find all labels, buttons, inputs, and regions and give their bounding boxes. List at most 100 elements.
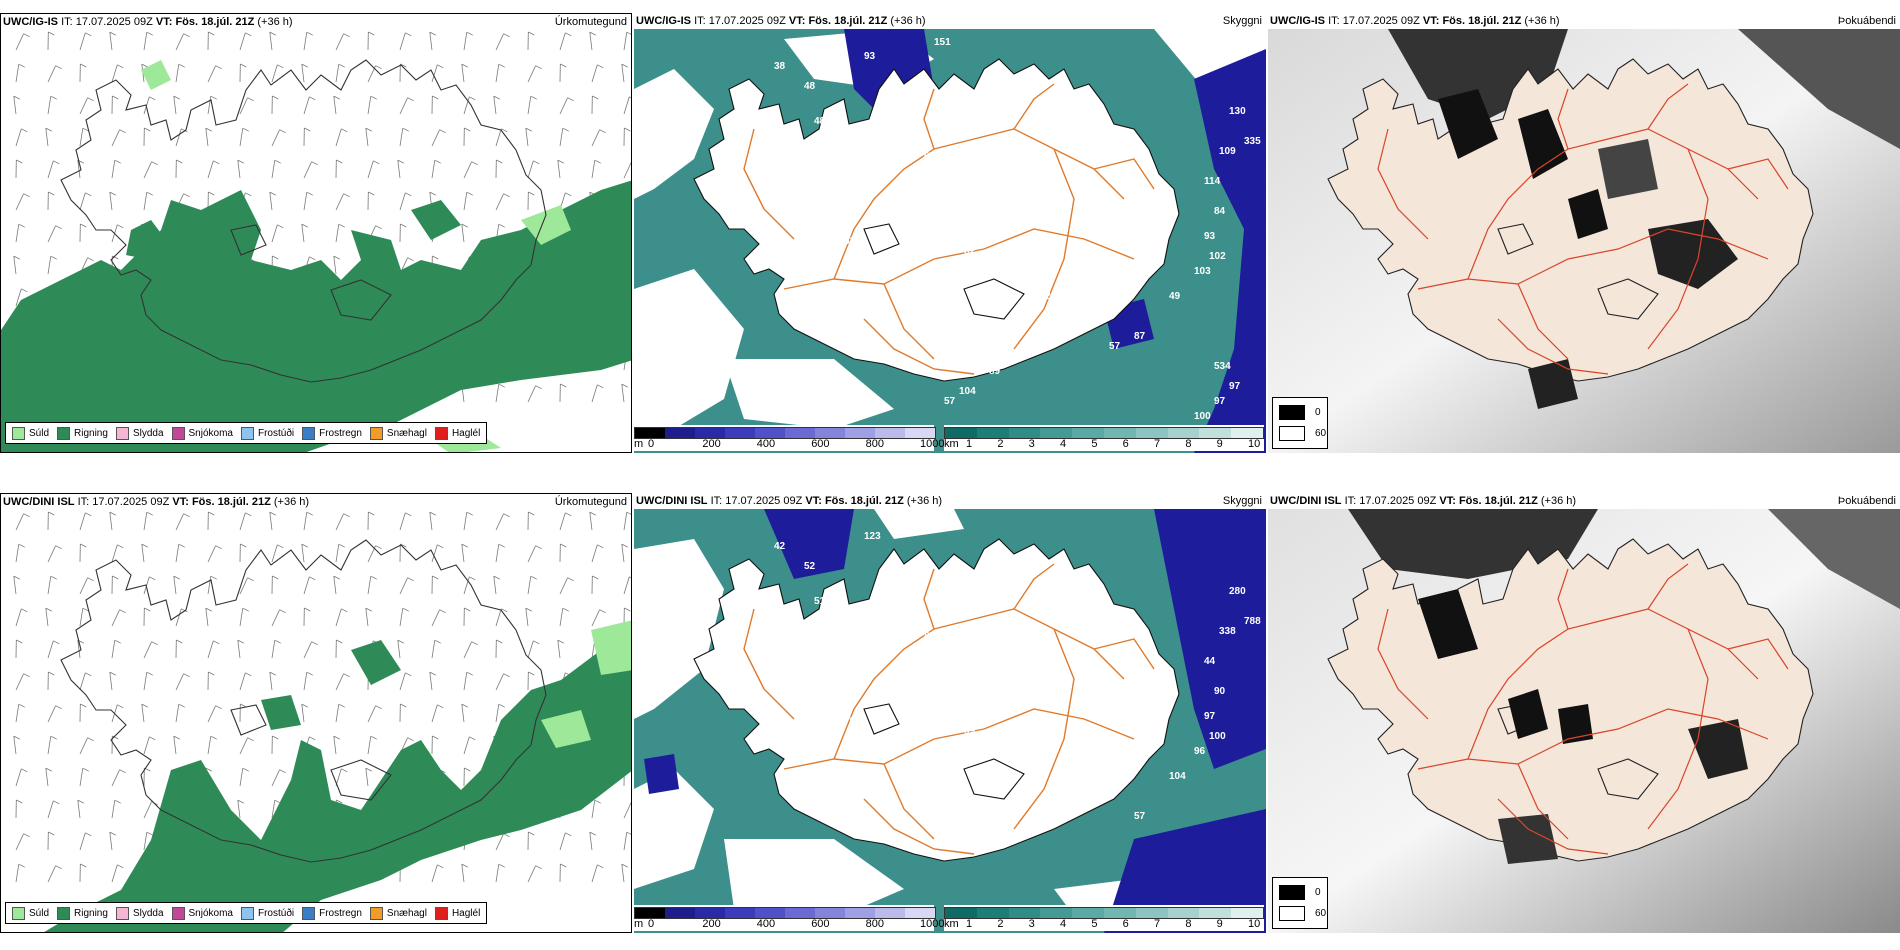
wind-barb (143, 672, 148, 691)
cloud-base-label: 93 (864, 51, 876, 62)
wind-barb-flag (365, 767, 372, 772)
legend-label: Súld (29, 427, 50, 439)
visibility-colorbar: km 1 2 3 4 5 6 7 8 9 10 (944, 425, 1264, 451)
legend-label: Snæhagl (386, 427, 427, 439)
wind-barb (303, 161, 312, 179)
iceland-outline (60, 59, 547, 383)
wind-barb (175, 64, 180, 83)
model-name: UWC/DINI ISL (3, 496, 75, 508)
cloud-base-label: 246 (674, 141, 691, 152)
wind-barb-flag (594, 799, 601, 804)
wind-barb (239, 128, 244, 147)
wind-barb-flag (117, 64, 124, 69)
colorbar-tick: 200 (702, 918, 721, 930)
fog-legend-swatch (1279, 885, 1305, 900)
fog-legend-swatch (1279, 426, 1305, 441)
wind-barb (559, 832, 566, 851)
legend-swatch (115, 426, 129, 440)
wind-barb-flag (183, 193, 190, 198)
cloud-base-label: 78 (919, 701, 931, 712)
precip-map (1, 31, 631, 452)
iceland-outline (693, 58, 1180, 382)
panel-title: Þokuábendi (1837, 15, 1896, 27)
wind-barb-flag (55, 545, 62, 550)
colorbar-tick: 5 (1091, 438, 1098, 450)
wind-barb-flag (208, 511, 215, 516)
wind-barb-flag (429, 511, 436, 516)
wind-barb (621, 544, 625, 563)
wind-barb-flag (16, 159, 23, 164)
panel-header: UWC/DINI ISL IT: 17.07.2025 09Z VT: Fös.… (1, 494, 631, 510)
wind-barb-flag (533, 640, 540, 645)
wind-barb (111, 609, 120, 627)
wind-barb (143, 736, 150, 755)
wind-barb-flag (535, 865, 542, 870)
cloud-base-label: 67 (819, 666, 831, 677)
legend-label: Frostúði (257, 427, 295, 439)
wind-barb-flag (589, 511, 596, 516)
wind-barb (111, 64, 118, 83)
wind-barb-flag (181, 608, 188, 613)
cloud-base-label: 114 (1204, 176, 1221, 187)
cloud-base-label: 49 (1169, 291, 1181, 302)
wind-barb-flag (498, 543, 505, 548)
cloud-base-label: 91 (739, 101, 751, 112)
wind-barb (429, 672, 433, 691)
wind-barb-flag (240, 543, 247, 548)
road (743, 128, 795, 240)
wind-barb-flag (215, 65, 222, 70)
wind-barb (141, 544, 145, 563)
wind-barb (303, 576, 310, 595)
wind-barb-flag (501, 128, 508, 133)
wind-barb (47, 65, 56, 83)
wind-barb (15, 33, 24, 51)
wind-barb-flag (338, 703, 345, 708)
wind-barb-flag (333, 575, 340, 580)
panel-title: Úrkomutegund (554, 16, 627, 28)
wind-barb (271, 769, 280, 787)
wind-barb-flag (562, 607, 569, 612)
wind-barb (431, 160, 436, 179)
wind-barb-flag (370, 735, 377, 740)
wind-barb-flag (245, 512, 252, 517)
wind-barb (47, 545, 56, 563)
wind-barb-flag (461, 63, 468, 68)
coastline (60, 59, 547, 383)
wind-barb-flag (178, 703, 185, 708)
wind-barb (45, 768, 49, 787)
wind-barb (431, 544, 438, 563)
legend-item: Slydda (115, 906, 164, 920)
wind-barb (47, 705, 56, 723)
road (1497, 318, 1609, 375)
colorbar-tick: 10 (1248, 918, 1261, 930)
wind-barb (15, 864, 20, 883)
wind-barb-flag (272, 735, 279, 740)
cloud-base-label: 97 (1204, 711, 1216, 722)
wind-barb-flag (23, 193, 30, 198)
wind-barb-flag (87, 737, 94, 742)
wind-barb-flag (109, 191, 116, 196)
colorbar-strip (944, 907, 1264, 919)
wind-barb-flag (247, 737, 254, 742)
cloud-base-label: 172 (934, 517, 951, 528)
legend-item: Frostúði (240, 426, 295, 440)
wind-barb (303, 672, 308, 691)
wind-barb-flag (301, 223, 308, 228)
wind-barb (591, 129, 600, 147)
road (1013, 148, 1075, 350)
wind-barb-flag (437, 864, 444, 869)
cloud-base-label: 86 (919, 221, 931, 232)
wind-barb (335, 673, 344, 691)
panel-header: UWC/IG-IS IT: 17.07.2025 09Z VT: Fös. 18… (1, 14, 631, 30)
wind-barb (77, 800, 81, 819)
wind-barb (429, 32, 433, 51)
wind-barb (13, 256, 17, 275)
wind-barb-flag (82, 607, 89, 612)
wind-barb-flag (621, 63, 628, 68)
wind-barb (559, 97, 568, 115)
cloud-base-label: 79 (874, 716, 886, 727)
wind-barb (205, 128, 209, 147)
glacier-outline (863, 223, 900, 255)
wind-barb-flag (309, 96, 316, 101)
